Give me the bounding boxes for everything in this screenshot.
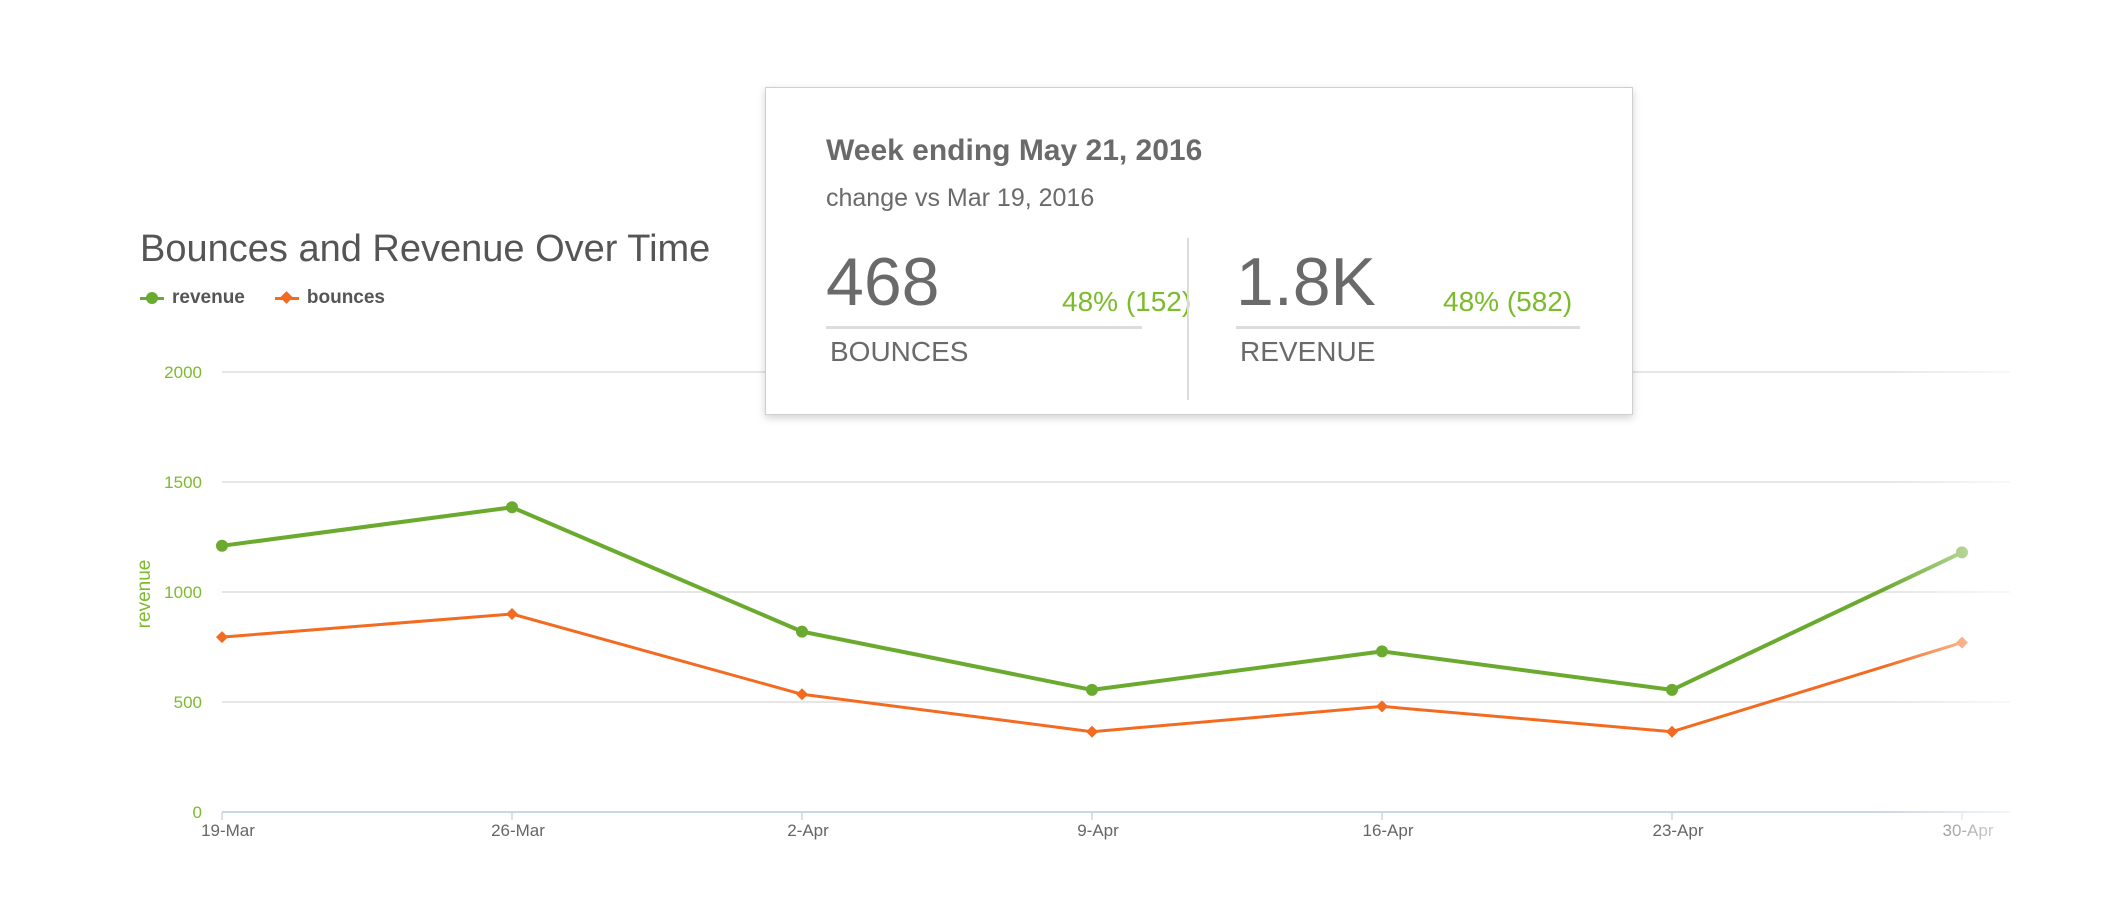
metric-bounces-rule — [826, 326, 1142, 329]
legend-swatch-bounces — [274, 291, 299, 304]
data-point-revenue — [506, 501, 518, 514]
data-point-bounces — [1956, 636, 1968, 649]
tooltip-subtitle: change vs Mar 19, 2016 — [826, 184, 1095, 212]
metric-bounces-change: 48% (152) — [1062, 286, 1192, 317]
y-tick-label: 500 — [174, 693, 202, 712]
tooltip-title: Week ending May 21, 2016 — [826, 134, 1203, 167]
y-tick-label: 1000 — [164, 583, 202, 602]
y-axis-label: revenue — [134, 560, 155, 629]
chart-title: Bounces and Revenue Over Time — [140, 228, 711, 270]
x-tick-label: 23-Apr — [1652, 821, 1703, 840]
y-tick-label: 2000 — [164, 363, 202, 382]
data-point-revenue — [1376, 645, 1388, 658]
data-point-revenue — [1086, 683, 1098, 696]
data-point-revenue — [1666, 683, 1678, 696]
data-point-bounces — [1666, 725, 1678, 738]
data-point-revenue — [796, 625, 808, 638]
data-point-bounces — [506, 608, 518, 620]
series-line-revenue — [221, 505, 1963, 692]
legend-label-bounces: bounces — [306, 287, 385, 308]
chart-legend: revenue bounces — [140, 287, 385, 309]
metric-revenue-rule — [1236, 326, 1580, 329]
x-tick-label: 19-Mar — [201, 821, 255, 840]
metric-revenue-label: REVENUE — [1240, 336, 1376, 367]
x-tick-label: 2-Apr — [787, 821, 829, 840]
data-point-bounces — [216, 631, 228, 644]
metric-bounces-label: BOUNCES — [830, 336, 969, 367]
data-point-revenue — [1956, 546, 1968, 559]
legend-item-revenue[interactable]: revenue — [140, 287, 245, 309]
week-summary-tooltip: Week ending May 21, 2016 change vs Mar 1… — [765, 87, 1633, 415]
legend-item-bounces[interactable]: bounces — [274, 287, 385, 309]
series-line-bounces — [221, 612, 1963, 734]
x-tick-label: 16-Apr — [1362, 821, 1413, 840]
x-tick-label: 9-Apr — [1077, 821, 1119, 840]
data-point-bounces — [796, 688, 808, 701]
data-point-bounces — [1376, 700, 1388, 713]
metric-revenue-value: 1.8K — [1236, 244, 1376, 320]
data-point-revenue — [216, 539, 228, 552]
metric-bounces-value: 468 — [826, 244, 940, 320]
legend-swatch-revenue — [140, 292, 164, 304]
legend-label-revenue: revenue — [172, 287, 245, 308]
x-tick-label: 30-Apr — [1942, 821, 1993, 840]
y-tick-label: 1500 — [164, 473, 202, 492]
metric-revenue-change: 48% (582) — [1443, 286, 1573, 317]
x-tick-label: 26-Mar — [491, 821, 545, 840]
y-tick-label: 0 — [193, 803, 202, 822]
tooltip-divider — [1187, 238, 1189, 400]
data-point-bounces — [1086, 725, 1098, 738]
